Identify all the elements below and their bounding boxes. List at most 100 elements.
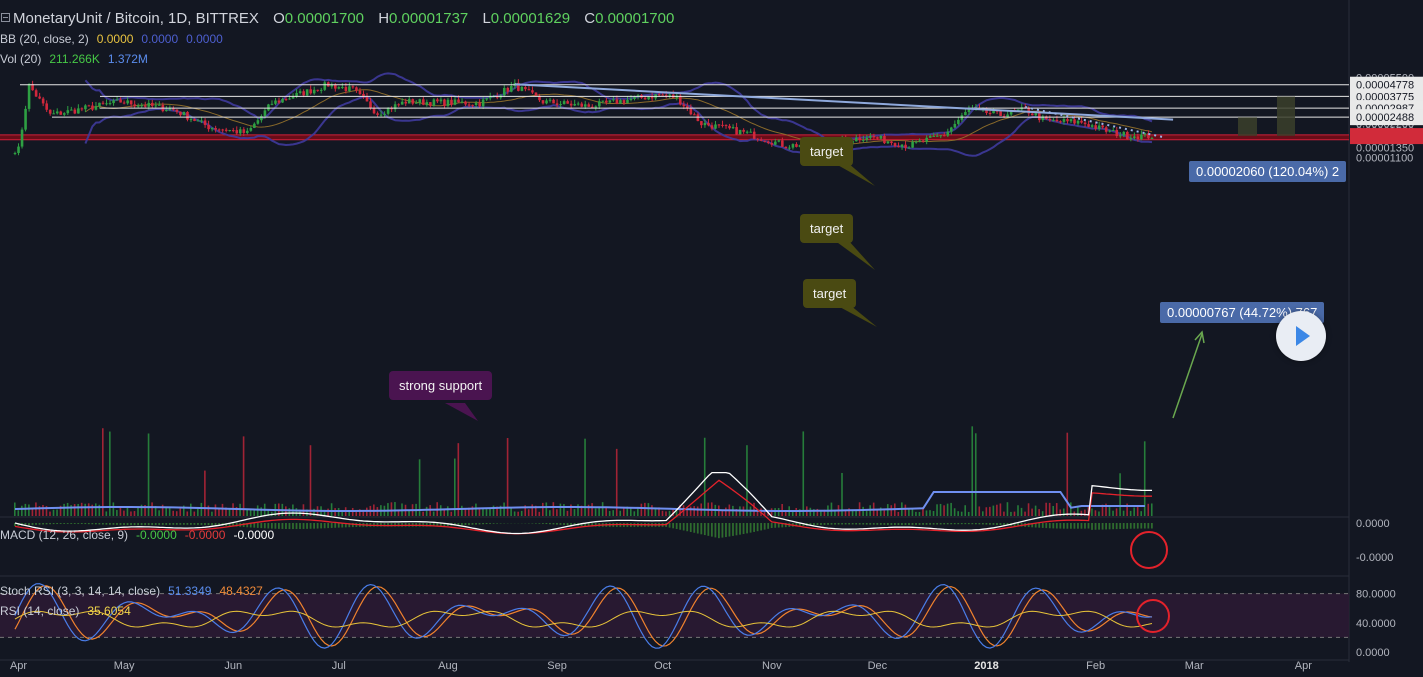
projection-arrow [1172, 333, 1203, 419]
macd-histogram-bar [1091, 523, 1093, 530]
bb-legend[interactable]: BB (20, close, 2) 0.0000 0.0000 0.0000 [0, 32, 223, 46]
collapse-legend-icon[interactable] [1, 13, 10, 22]
candle-body [735, 127, 738, 135]
macd-histogram-bar [1006, 523, 1009, 526]
open-value: 0.00001700 [284, 10, 365, 27]
candle-body [545, 100, 548, 104]
macd-histogram-bar [922, 523, 924, 525]
volume-bar [1017, 505, 1019, 516]
volume-bar [865, 510, 868, 516]
support-callout[interactable]: strong support [389, 371, 493, 400]
macd-histogram-bar [274, 523, 277, 529]
candle-body [186, 111, 189, 120]
volume-bar [862, 506, 864, 516]
candle-body [284, 99, 288, 101]
candle-body [122, 102, 126, 104]
candle-body [302, 91, 305, 96]
candle-body [323, 82, 327, 90]
candle-body [957, 119, 960, 124]
candle-body [330, 84, 334, 87]
volume-bar [651, 505, 653, 516]
volume-legend[interactable]: Vol (20) 211.266K 1.372M [0, 52, 148, 66]
time-tick-label: Jul [332, 660, 346, 672]
candle-body [400, 101, 404, 105]
macd-histogram-bar [992, 523, 995, 525]
stoch-rsi-legend[interactable]: Stoch RSI (3, 3, 14, 14, close) 51.3349 48… [0, 584, 263, 598]
volume-bar [358, 509, 361, 516]
volume-bar [1077, 506, 1079, 516]
volume-bar [1147, 503, 1150, 516]
candle-body [277, 100, 281, 103]
high-label: H [378, 10, 390, 27]
macd-histogram-bar [901, 523, 903, 526]
candle-body [742, 129, 745, 132]
macd-histogram-bar [292, 523, 294, 530]
volume-bar [953, 508, 956, 516]
candle-body [217, 129, 221, 131]
candle-body [738, 129, 742, 135]
candle-body [136, 105, 140, 107]
candle-body [967, 108, 971, 112]
support-zone [0, 134, 1349, 140]
candlestick-series [13, 79, 1154, 156]
volume-bar [989, 506, 991, 516]
candle-body [601, 100, 605, 102]
target-callout-3[interactable]: target [803, 279, 857, 308]
candle-body [721, 124, 724, 126]
volume-bar [964, 505, 966, 516]
candle-body [274, 100, 277, 104]
candle-body [488, 96, 492, 99]
volume-bar [70, 505, 72, 516]
time-tick-label: Sep [547, 660, 567, 672]
candle-body [502, 87, 506, 96]
play-icon[interactable] [1276, 311, 1326, 361]
projection-arrow-head [1194, 330, 1205, 344]
macd-histogram-bar [214, 523, 217, 526]
candle-body [189, 119, 193, 121]
macd-histogram-bar [235, 523, 238, 527]
candle-body [939, 135, 943, 137]
volume-bar [1080, 510, 1083, 516]
volume-bar [1150, 503, 1153, 516]
candle-body [900, 144, 904, 147]
macd-histogram-bar [285, 523, 287, 530]
target-callout-1[interactable]: target [800, 137, 854, 166]
macd-histogram-bar [1034, 523, 1037, 528]
pane-separators [0, 0, 1350, 662]
candle-body [372, 108, 376, 114]
candle-body [1059, 121, 1062, 123]
volume-bar [418, 459, 421, 516]
volume-bar [102, 428, 104, 516]
macd-value-1: -0.0000 [136, 528, 177, 542]
macd-histogram-bar [302, 523, 305, 529]
stoch-value-2: 48.4327 [219, 584, 263, 598]
candle-body [108, 103, 112, 105]
macd-legend[interactable]: MACD (12, 26, close, 9) -0.0000 -0.0000 -0.… [0, 528, 274, 542]
candle-body [964, 111, 967, 116]
volume-bar [1094, 510, 1097, 516]
rsi-legend[interactable]: RSI (14, close) 35.6054 [0, 604, 131, 618]
volume-bar [408, 509, 410, 516]
macd-histogram-bar [485, 523, 488, 525]
measure-label-big[interactable]: 0.00002060 (120.04%) 2 [1189, 161, 1347, 182]
volume-bar [204, 470, 206, 516]
candle-body [995, 110, 999, 112]
time-tick-label: May [114, 660, 135, 672]
macd-histogram-bar [154, 523, 157, 526]
macd-value-2: -0.0000 [184, 528, 226, 542]
candle-body [777, 140, 781, 142]
volume-bar [725, 507, 727, 516]
volume-bar [763, 511, 766, 516]
candle-body [650, 96, 654, 99]
target-callout-2[interactable]: target [800, 214, 854, 243]
candle-body [552, 99, 555, 104]
volume-bar [820, 510, 822, 516]
candle-body [1147, 133, 1150, 139]
level-price-label: 0.00002488 [1356, 112, 1414, 124]
volume-bar [1006, 502, 1009, 516]
candle-body [41, 98, 45, 104]
volume-bar [105, 511, 108, 516]
macd-histogram-bar [781, 523, 784, 528]
